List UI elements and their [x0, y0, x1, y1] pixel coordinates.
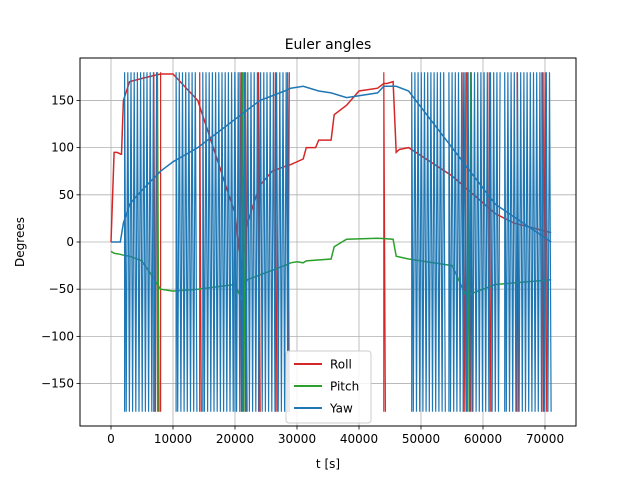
- y-tick-label: −150: [41, 377, 74, 391]
- series-band-yaw: [175, 72, 198, 412]
- series-band-yaw: [202, 72, 236, 412]
- y-tick-label: −100: [41, 329, 74, 343]
- series-band-yaw: [234, 72, 290, 412]
- legend: Roll Pitch Yaw: [285, 350, 372, 424]
- series-layer: [110, 72, 552, 412]
- series-band-roll: [383, 72, 386, 412]
- chart-title: Euler angles: [285, 37, 372, 53]
- y-axis-label: Degrees: [13, 217, 27, 267]
- x-tick-label: 0: [107, 432, 115, 446]
- legend-box: [285, 350, 372, 424]
- x-tick-label: 70000: [526, 432, 564, 446]
- x-tick-label: 30000: [278, 432, 316, 446]
- series-line-roll: [110, 73, 552, 271]
- series-band-pitch: [156, 72, 160, 412]
- y-tick-label: −50: [49, 282, 74, 296]
- y-tick-label: 100: [51, 141, 74, 155]
- x-tick-label: 50000: [402, 432, 440, 446]
- y-tick-label: 150: [51, 93, 74, 107]
- series-band-yaw: [448, 72, 501, 412]
- series-band-yaw: [124, 72, 158, 412]
- y-tick-label: 50: [59, 188, 74, 202]
- x-tick-label: 40000: [340, 432, 378, 446]
- series-band-roll: [199, 72, 202, 412]
- x-tick-label: 20000: [216, 432, 254, 446]
- x-tick-label: 10000: [154, 432, 192, 446]
- y-tick-label: 0: [66, 235, 74, 249]
- x-axis: 0 10000 20000 30000 40000 50000 60000 70000: [107, 426, 564, 446]
- legend-label-yaw: Yaw: [329, 402, 353, 416]
- legend-label-pitch: Pitch: [330, 380, 359, 394]
- y-axis: −150 −100 −50 0 50 100 150: [41, 93, 80, 391]
- series-band-yaw: [504, 72, 552, 412]
- x-tick-label: 60000: [464, 432, 502, 446]
- series-band-yaw: [411, 72, 446, 412]
- series-yaw: [111, 72, 552, 412]
- legend-label-roll: Roll: [330, 358, 352, 372]
- x-axis-label: t [s]: [316, 457, 340, 471]
